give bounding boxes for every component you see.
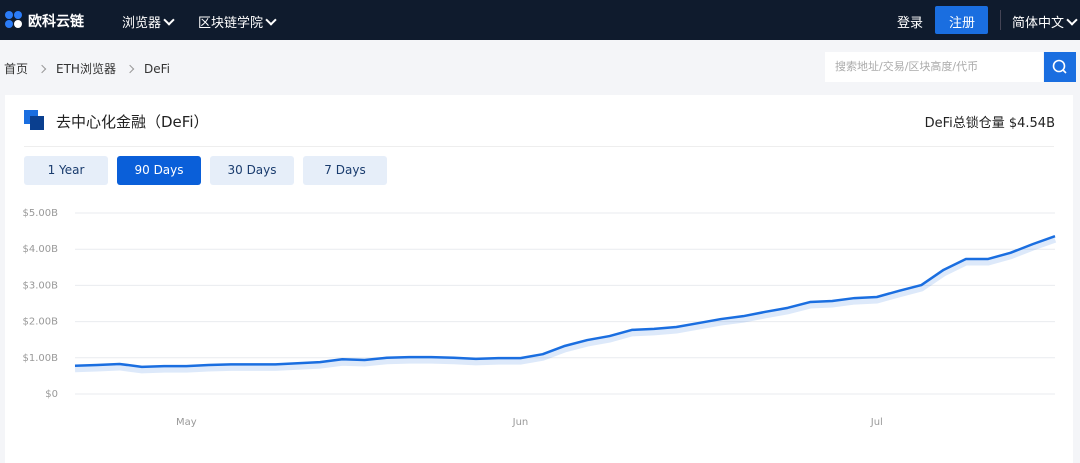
menu-item[interactable]: 区块链学院	[198, 12, 277, 31]
line	[74, 234, 1056, 369]
breadcrumb: 首页 ETH浏览器 DeFi	[4, 60, 170, 77]
range-button[interactable]: 1 Year	[24, 156, 108, 185]
range-button[interactable]: 7 Days	[303, 156, 387, 185]
x-tick-label: May	[176, 417, 197, 428]
crumb: DeFi	[143, 61, 170, 76]
y-tick-label: $0	[45, 389, 58, 400]
range-button[interactable]: 90 Days	[117, 156, 201, 185]
crumb[interactable]: ETH浏览器	[56, 62, 116, 76]
range-buttons: 1 Year 90 Days 30 Days 7 Days	[24, 156, 387, 185]
language-label[interactable]: 简体中文	[1012, 16, 1065, 31]
register[interactable]: 注册	[949, 16, 976, 31]
x-tick-label: Jul	[870, 417, 883, 428]
search-input[interactable]: 搜索地址/交易/区块高度/代币	[825, 52, 1043, 82]
y-tick-label: $3.00B	[23, 280, 59, 291]
crumb[interactable]: 首页	[4, 62, 29, 76]
menu-label[interactable]: 浏览器	[122, 16, 162, 31]
panel-title: 去中心化金融（DeFi）	[56, 113, 209, 131]
divider	[24, 146, 1054, 147]
login[interactable]: 登录	[897, 16, 924, 31]
y-tick-label: $2.00B	[23, 317, 59, 328]
logo[interactable]: 欧科云链	[28, 14, 84, 30]
y-tick-label: $1.00B	[23, 353, 59, 364]
y-tick-label: $4.00B	[23, 244, 59, 255]
menu-label[interactable]: 区块链学院	[198, 16, 264, 31]
chart: $0 $1.00B $2.00B $3.00B $4.00B $5.00B May Jun Ju…	[23, 208, 1057, 428]
range-button[interactable]: 30 Days	[210, 156, 294, 185]
menu-item[interactable]: 浏览器	[122, 12, 175, 31]
x-tick-label: Jun	[512, 417, 529, 428]
logo-icon	[5, 11, 22, 28]
search-icon	[1052, 59, 1067, 74]
y-tick-label: $5.00B	[23, 208, 59, 219]
register-button[interactable]	[935, 6, 988, 34]
divider	[1000, 10, 1001, 30]
language[interactable]: 简体中文	[1012, 12, 1078, 31]
title-icon	[24, 110, 44, 130]
top-nav: 欧科云链 浏览器 区块链学院 登录 注册 简体中文	[0, 0, 1080, 40]
search-button[interactable]	[1044, 52, 1076, 82]
total-locked: DeFi总锁仓量 $4.54B	[924, 116, 1055, 131]
line-shadow	[74, 235, 1057, 374]
